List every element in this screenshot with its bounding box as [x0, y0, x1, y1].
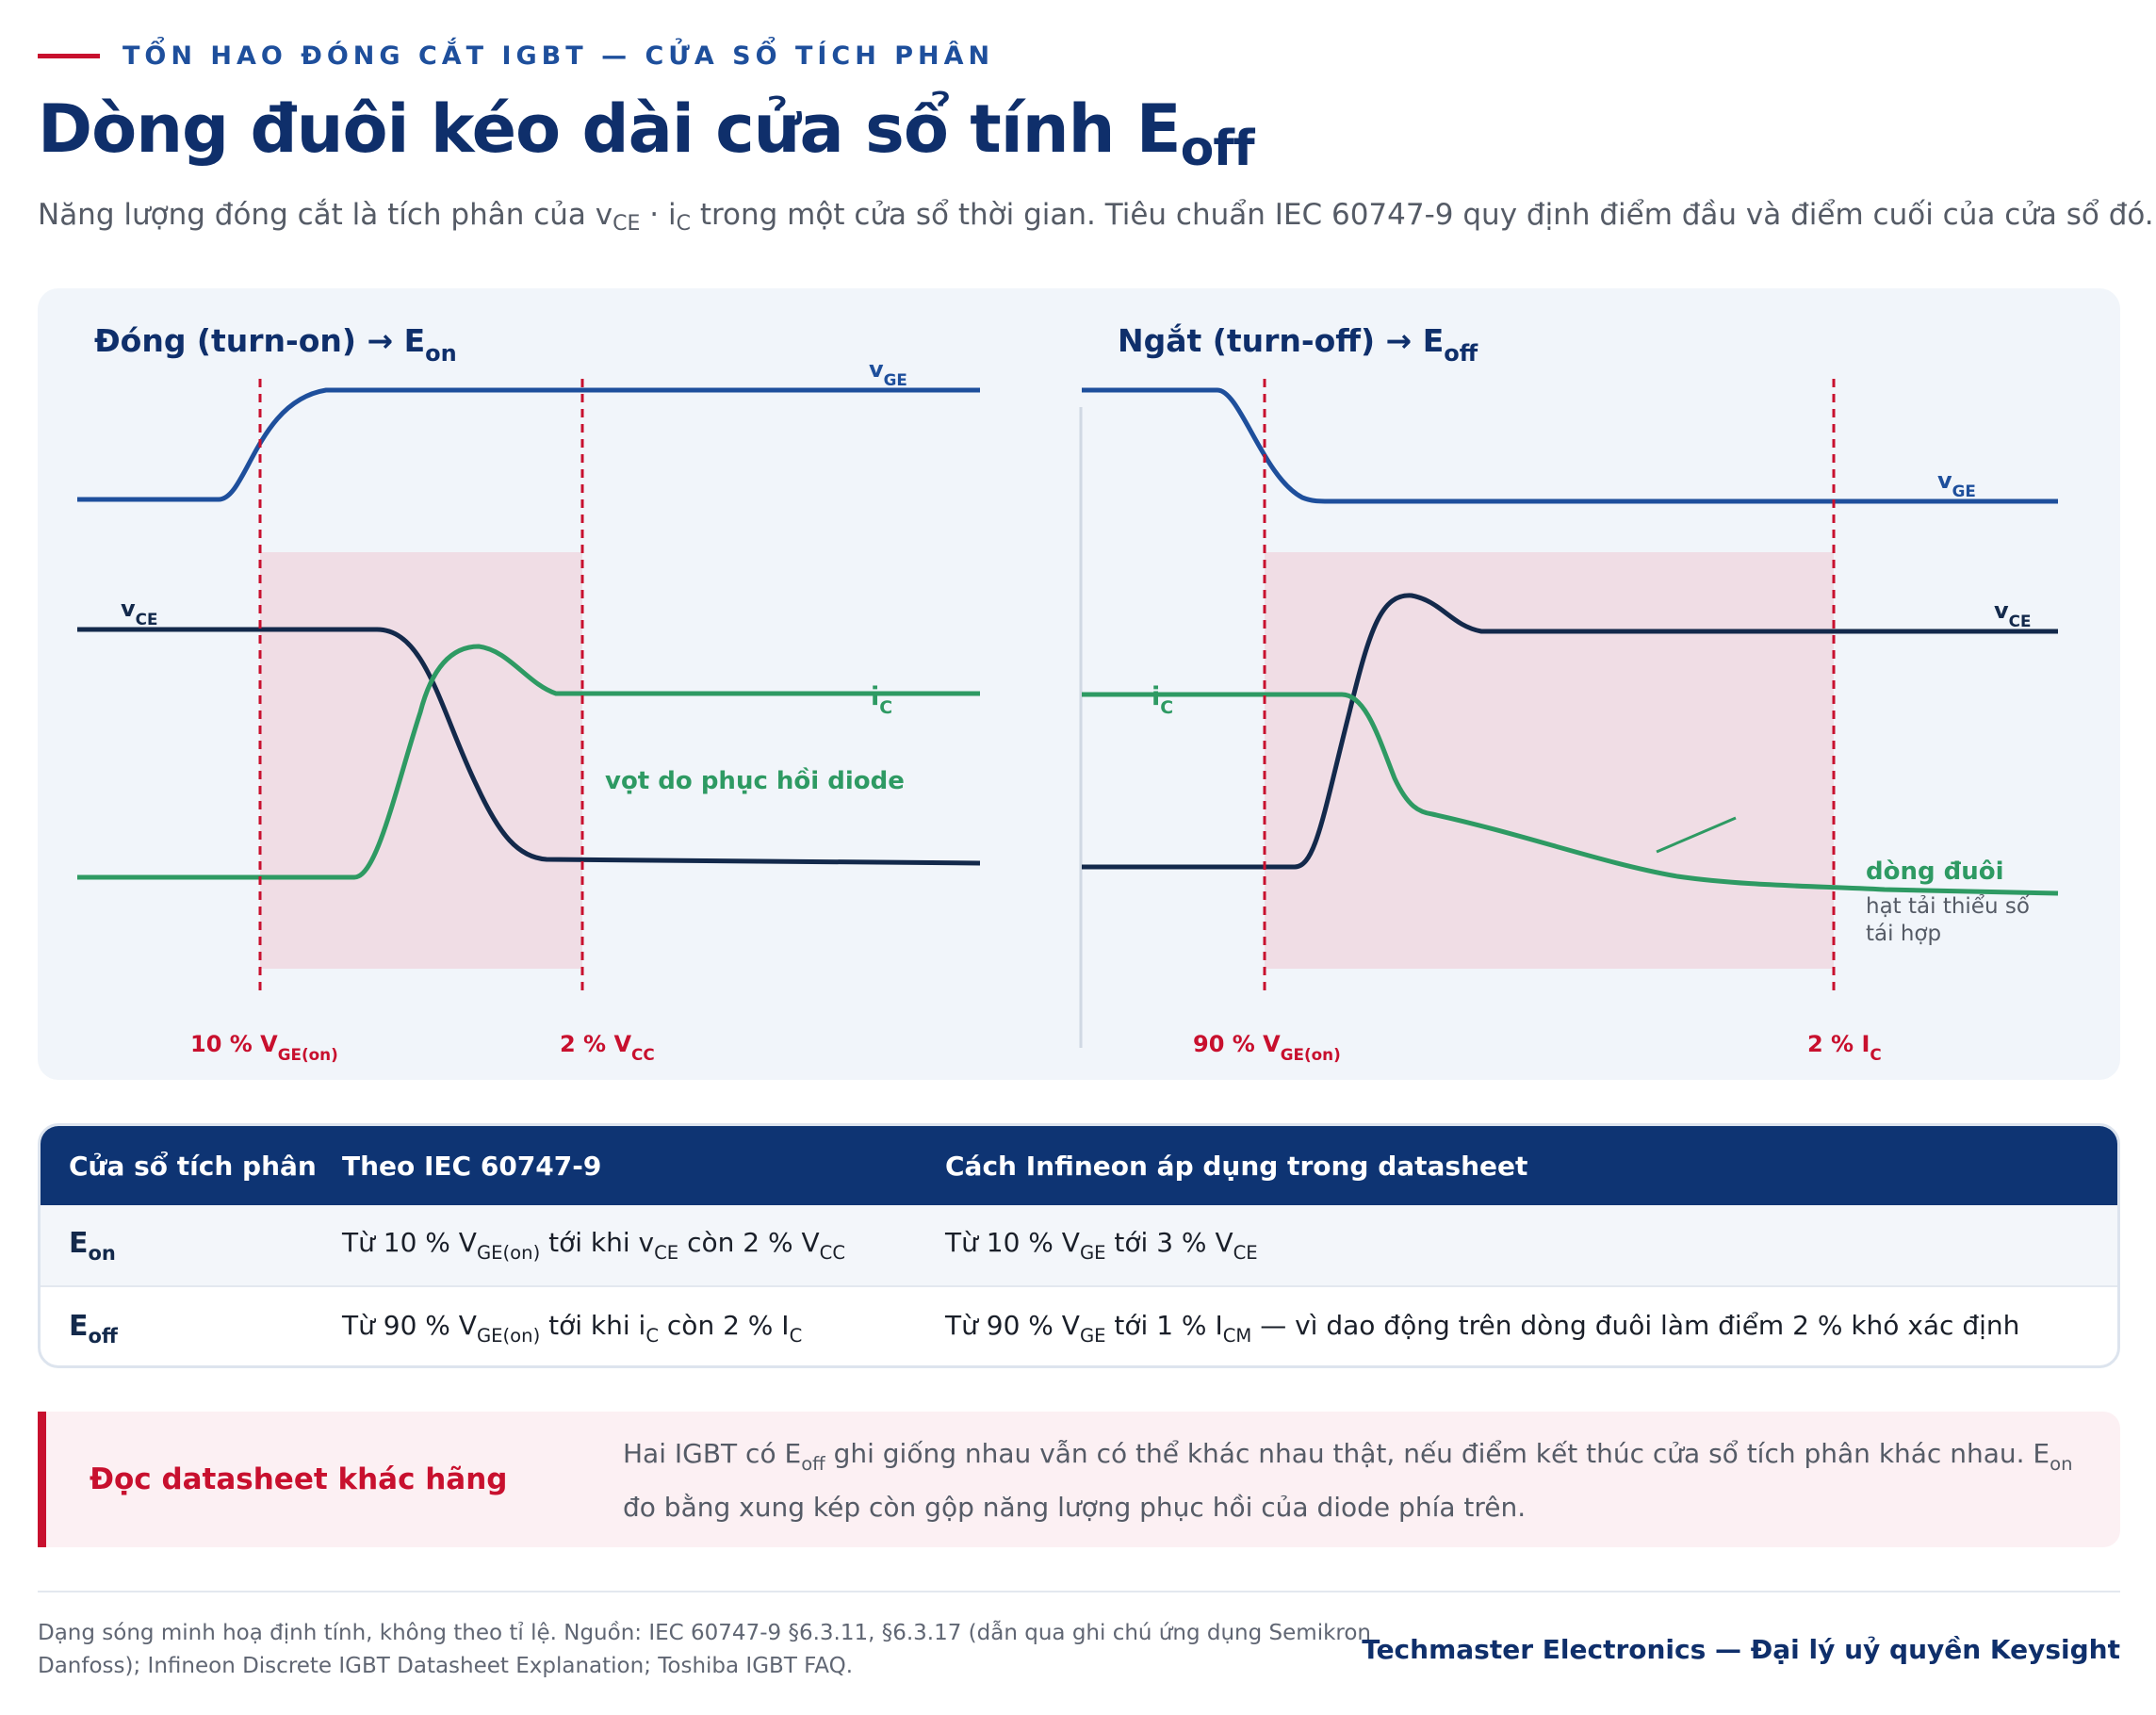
text-segment: Hai IGBT có E [623, 1438, 802, 1469]
callout-box: Đọc datasheet khác hãng Hai IGBT có Eoff… [38, 1412, 2120, 1547]
kicker-text: TỔN HAO ĐÓNG CẮT IGBT — CỬA SỔ TÍCH PHÂN [122, 41, 995, 71]
turn-on-end-marker-label: 2 % VCC [560, 1031, 655, 1064]
subscript-text: GE(on) [476, 1242, 541, 1264]
row-iec-cell: Từ 90 % VGE(on) tới khi iC còn 2 % IC [342, 1310, 945, 1347]
turn-on-vge-label: vGE [869, 356, 907, 389]
table-header-cell: Theo IEC 60747-9 [342, 1150, 602, 1182]
text-segment: tới khi i [540, 1310, 646, 1341]
table-row: Eon Từ 10 % VGE(on) tới khi vCE còn 2 % … [41, 1205, 2117, 1287]
subscript-text: CC [819, 1242, 846, 1264]
page-title-sub: off [1180, 121, 1255, 177]
subscript-text: on [2050, 1453, 2073, 1475]
page-subtitle: Năng lượng đóng cắt là tích phân của vCE… [38, 198, 2154, 236]
subscript-text: CM [1222, 1325, 1252, 1347]
turn-on-title-main: Đóng (turn-on) → E [94, 322, 426, 359]
turn-on-start-marker-label: 10 % VGE(on) [190, 1031, 338, 1064]
callout-text: Hai IGBT có Eoff ghi giống nhau vẫn có t… [623, 1432, 2093, 1529]
turn-on-ic-label: iC [871, 682, 893, 718]
text-segment: Từ 10 % V [945, 1227, 1080, 1258]
subscript-text: C [645, 1325, 660, 1347]
turn-off-vge-label: vGE [1937, 467, 1976, 500]
turn-on-title: Đóng (turn-on) → Eon [94, 322, 457, 367]
table-header-cell: Cách Infineon áp dụng trong datasheet [945, 1150, 1528, 1182]
text-segment: tới 3 % V [1105, 1227, 1233, 1258]
turn-on-title-sub: on [425, 340, 457, 367]
subscript-text: CE [1233, 1242, 1258, 1264]
footer-divider [38, 1591, 2120, 1592]
text-segment: đo bằng xung kép còn gộp năng lượng phục… [623, 1492, 1527, 1523]
subscript-text: GE [1079, 1325, 1106, 1347]
source-note: Dạng sóng minh hoạ định tính, không theo… [38, 1621, 1372, 1678]
subscript-text: GE [1079, 1242, 1106, 1264]
turn-off-ic-curve [1082, 692, 2059, 896]
turn-off-vce-label: vCE [1994, 597, 2032, 630]
tail-note-line-2: tái hợp [1866, 922, 1942, 946]
turn-off-vge-curve [1082, 387, 2058, 504]
tail-current-label: dòng đuôi [1866, 858, 2004, 886]
waveform-svg [77, 379, 2059, 1048]
turn-off-title-main: Ngắt (turn-off) → E [1118, 322, 1445, 359]
table-row: Eoff Từ 90 % VGE(on) tới khi iC còn 2 % … [41, 1287, 2117, 1365]
subscript-text: off [801, 1453, 825, 1475]
row-name: Eon [69, 1226, 116, 1265]
text-segment: còn 2 % I [659, 1310, 790, 1341]
text-segment: tới khi v [540, 1227, 655, 1258]
subtitle-pre: Năng lượng đóng cắt là tích phân của v [38, 198, 613, 232]
tail-leader-line [1656, 816, 1737, 854]
integration-window-table: Cửa sổ tích phân Theo IEC 60747-9 Cách I… [38, 1123, 2120, 1368]
turn-off-title-sub: off [1444, 340, 1478, 367]
turn-off-end-marker-label: 2 % IC [1807, 1031, 1882, 1064]
turn-off-integration-window [1265, 552, 1834, 969]
subscript-text: C [789, 1325, 803, 1347]
kicker: TỔN HAO ĐÓNG CẮT IGBT — CỬA SỔ TÍCH PHÂN [38, 41, 994, 71]
turn-on-vce-label: vCE [121, 596, 158, 629]
table-header: Cửa sổ tích phân Theo IEC 60747-9 Cách I… [41, 1126, 2117, 1205]
turn-off-start-marker-label: 90 % VGE(on) [1193, 1031, 1341, 1064]
page-title: Dòng đuôi kéo dài cửa sổ tính Eoff [38, 90, 1255, 177]
tail-note-line-1: hạt tải thiểu số [1866, 894, 2030, 919]
tail-current-note: hạt tải thiểu số tái hợp [1866, 893, 2030, 948]
table-header-cell: Cửa sổ tích phân [69, 1150, 317, 1182]
text-segment: Từ 10 % V [342, 1227, 477, 1258]
subtitle-sub-ce: CE [612, 212, 641, 236]
turn-on-integration-window [260, 552, 582, 969]
turn-on-vge-curve [77, 387, 980, 502]
turn-on-ic-curve [77, 644, 980, 880]
subtitle-post: trong một cửa sổ thời gian. Tiêu chuẩn I… [690, 198, 2154, 232]
turn-off-ic-label: iC [1152, 682, 1174, 718]
text-segment: còn 2 % V [678, 1227, 820, 1258]
diode-recovery-annotation: vọt do phục hồi diode [605, 767, 905, 795]
row-infineon-cell: Từ 10 % VGE tới 3 % VCE [945, 1227, 2117, 1264]
text-segment: — vì dao động trên dòng đuôi làm điểm 2 … [1251, 1310, 2020, 1341]
callout-title: Đọc datasheet khác hãng [90, 1462, 508, 1496]
turn-off-vce-curve [1082, 593, 2058, 870]
waveform-panel: Đóng (turn-on) → Eon Ngắt (turn-off) → E… [38, 288, 2120, 1080]
subscript-text: GE(on) [476, 1325, 541, 1347]
page-title-main: Dòng đuôi kéo dài cửa sổ tính E [38, 90, 1182, 168]
row-name: Eoff [69, 1309, 118, 1348]
kicker-accent-bar [38, 54, 100, 58]
row-infineon-cell: Từ 90 % VGE tới 1 % ICM — vì dao động tr… [945, 1310, 2117, 1347]
brand-text: Techmaster Electronics — Đại lý uỷ quyền… [1362, 1634, 2120, 1665]
text-segment: Từ 90 % V [342, 1310, 477, 1341]
text-segment: ghi giống nhau vẫn có thể khác nhau thật… [825, 1438, 2050, 1469]
text-segment: tới 1 % I [1105, 1310, 1223, 1341]
text-segment: Từ 90 % V [945, 1310, 1080, 1341]
subtitle-sub-c: C [676, 212, 691, 236]
subscript-text: CE [654, 1242, 679, 1264]
turn-on-vce-curve [77, 627, 981, 866]
turn-off-title: Ngắt (turn-off) → Eoff [1118, 322, 1478, 367]
row-iec-cell: Từ 10 % VGE(on) tới khi vCE còn 2 % VCC [342, 1227, 945, 1264]
subtitle-mid: · i [640, 198, 677, 232]
